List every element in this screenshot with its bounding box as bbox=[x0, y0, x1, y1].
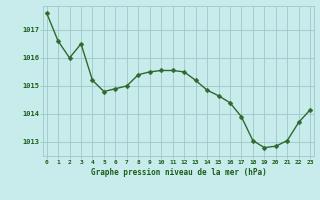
X-axis label: Graphe pression niveau de la mer (hPa): Graphe pression niveau de la mer (hPa) bbox=[91, 168, 266, 177]
